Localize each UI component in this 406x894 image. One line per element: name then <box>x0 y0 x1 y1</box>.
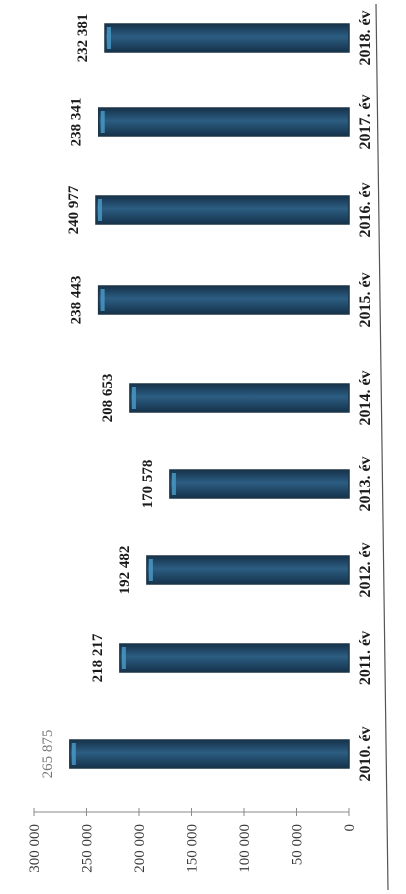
bar-highlight <box>71 743 76 765</box>
axis-layer: 0 50 000 100 000 150 000 200 000 250 000 300 0… <box>27 3 389 891</box>
data-label: 238 443 <box>69 276 85 325</box>
category-label: 2017. év <box>357 94 374 149</box>
bar-2017 <box>97 107 350 137</box>
bar-highlight <box>106 27 111 49</box>
bar-2013 <box>169 469 350 499</box>
bar-highlight <box>97 199 102 221</box>
data-label: 265 875 <box>40 730 56 779</box>
category-label: 2010. év <box>357 726 374 781</box>
category-label: 2013. év <box>357 456 374 511</box>
category-axis-line <box>375 3 389 891</box>
bar-highlight <box>100 111 105 133</box>
bar-highlight <box>171 473 176 495</box>
bar-2012 <box>146 555 350 585</box>
category-label: 2011. év <box>357 631 374 685</box>
bar-2010 <box>69 739 350 769</box>
data-label: 192 482 <box>117 546 133 595</box>
bar-2015 <box>97 285 350 315</box>
value-axis-tick-label: 200 000 <box>132 824 148 873</box>
category-label: 2014. év <box>357 370 374 425</box>
value-axis-tick-label: 100 000 <box>237 824 253 873</box>
bar-2018 <box>104 23 350 53</box>
value-axis-tick-label: 300 000 <box>27 824 43 873</box>
bar-2016 <box>95 195 350 225</box>
bar-highlight <box>148 559 153 581</box>
data-label: 232 381 <box>75 14 91 63</box>
bar-2011 <box>119 643 350 673</box>
value-axis-tick-label: 50 000 <box>290 824 306 865</box>
data-label: 170 578 <box>140 460 156 509</box>
category-label: 2012. év <box>357 542 374 597</box>
category-label: 2018. év <box>357 10 374 65</box>
value-axis-tick-label: 150 000 <box>185 824 201 873</box>
value-axis-tick-label: 250 000 <box>80 824 96 873</box>
data-label: 238 341 <box>69 98 85 147</box>
category-label: 2015. év <box>357 272 374 327</box>
data-label: 208 653 <box>100 374 116 423</box>
bars-layer <box>69 23 350 769</box>
labels-layer: 265 875 2010. év 218 217 2011. év 192 482 201… <box>40 10 374 781</box>
bar-highlight <box>100 289 105 311</box>
bar-highlight <box>131 387 136 409</box>
bar-highlight <box>121 647 126 669</box>
bar-2014 <box>129 383 350 413</box>
data-label: 240 977 <box>66 185 82 234</box>
category-label: 2016. év <box>357 182 374 237</box>
data-label: 218 217 <box>90 633 106 682</box>
value-axis-tick-label: 0 <box>342 824 358 832</box>
